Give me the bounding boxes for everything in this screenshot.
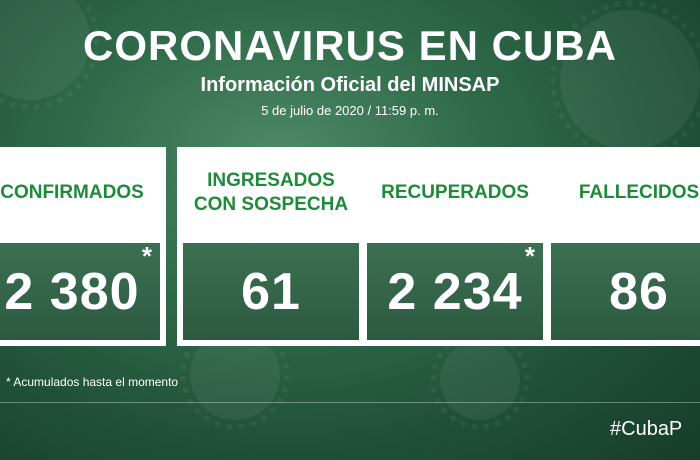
card-value-panel: 2 380 * [0, 241, 160, 340]
footnote: * Acumulados hasta el momento [6, 375, 179, 389]
virus-background-icon [430, 330, 530, 430]
card-label: RECUPERADOS [381, 182, 529, 203]
card-value: 2 234 [387, 262, 523, 321]
page-title: CORONAVIRUS EN CUBA [83, 22, 617, 69]
card-confirmados: CONFIRMADOS 2 380 * [0, 147, 166, 346]
virus-background-icon [0, 0, 100, 110]
virus-background-icon [550, 0, 700, 160]
asterisk-mark: * [141, 241, 152, 271]
card-value: 2 380 [4, 262, 140, 321]
card-label: INGRESADOS CON SOSPECHA [193, 170, 349, 215]
page-subtitle: Información Oficial del MINSAP [200, 74, 500, 96]
card-label: CONFIRMADOS [0, 182, 144, 203]
card-value-panel: 86 * [551, 243, 700, 340]
card-fallecidos: FALLECIDOS 86 * [545, 147, 700, 346]
card-label: FALLECIDOS [578, 182, 700, 203]
card-value: 86 [609, 262, 669, 321]
card-value: 61 [241, 262, 301, 321]
card-recuperados: RECUPERADOS 2 234 * [361, 147, 549, 346]
card-value-panel: 61 [183, 243, 359, 340]
divider [0, 402, 700, 403]
asterisk-mark: * [524, 241, 535, 271]
report-date: 5 de julio de 2020 / 11:59 p. m. [261, 103, 439, 118]
card-ingresados: INGRESADOS CON SOSPECHA 61 [177, 147, 365, 346]
hashtag: #CubaP [610, 418, 683, 440]
card-value-panel: 2 234 * [367, 241, 543, 340]
